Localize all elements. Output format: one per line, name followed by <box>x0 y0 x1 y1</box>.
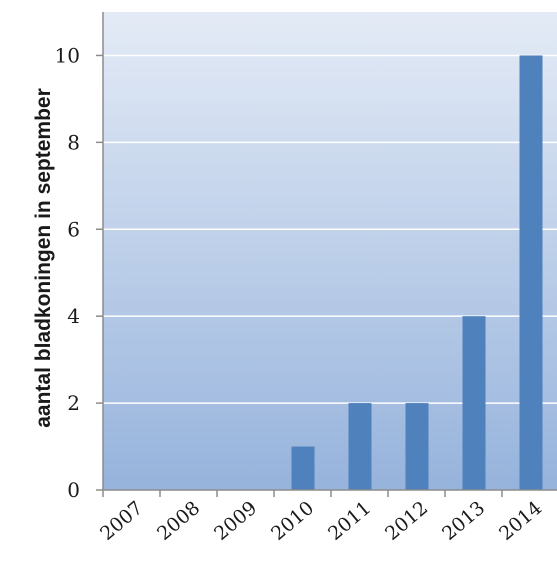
x-tick-label-2008: 2008 <box>153 497 204 545</box>
plot-area <box>103 12 557 490</box>
y-tick-label: 10 <box>55 43 80 67</box>
y-tick-label: 2 <box>67 391 80 415</box>
y-tick-labels: 0 2 4 6 8 10 <box>55 43 80 502</box>
x-tick-label-2014: 2014 <box>495 497 546 545</box>
y-tick-label: 4 <box>67 304 80 328</box>
x-tick-labels: 2007 2008 2009 2010 2011 2012 2013 2014 <box>96 497 546 545</box>
bars <box>291 55 543 491</box>
bar-2014 <box>519 55 543 491</box>
x-tick-label-2011: 2011 <box>324 497 375 545</box>
bar-2013 <box>462 316 486 490</box>
y-tick-label: 6 <box>67 217 80 241</box>
bar-2010 <box>291 446 315 490</box>
bar-2012 <box>405 403 429 490</box>
x-tick-label-2010: 2010 <box>267 497 318 545</box>
x-tick-label-2007: 2007 <box>96 497 147 545</box>
x-tick-label-2013: 2013 <box>438 497 489 545</box>
y-tick-label: 8 <box>67 130 80 154</box>
x-tick-label-2009: 2009 <box>210 497 261 545</box>
y-tick-label: 0 <box>67 478 80 502</box>
x-tick-label-2012: 2012 <box>381 497 432 545</box>
axes <box>96 12 557 497</box>
bar-2011 <box>348 403 372 490</box>
y-axis-label: aantal bladkoningen in september <box>32 88 55 428</box>
